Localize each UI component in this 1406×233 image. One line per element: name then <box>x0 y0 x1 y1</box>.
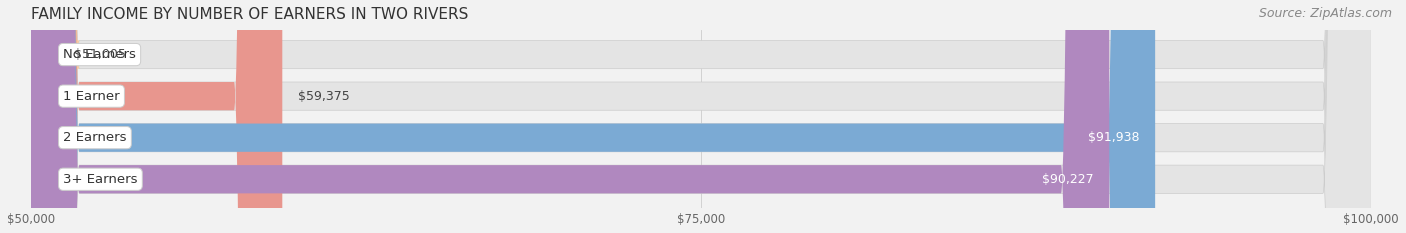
FancyBboxPatch shape <box>31 0 1109 233</box>
Text: 2 Earners: 2 Earners <box>63 131 127 144</box>
FancyBboxPatch shape <box>31 0 1371 233</box>
FancyBboxPatch shape <box>31 0 1156 233</box>
FancyBboxPatch shape <box>10 0 79 233</box>
Text: No Earners: No Earners <box>63 48 136 61</box>
Text: $59,375: $59,375 <box>298 90 350 103</box>
Text: FAMILY INCOME BY NUMBER OF EARNERS IN TWO RIVERS: FAMILY INCOME BY NUMBER OF EARNERS IN TW… <box>31 7 468 22</box>
Text: $90,227: $90,227 <box>1042 173 1094 186</box>
FancyBboxPatch shape <box>31 0 283 233</box>
FancyBboxPatch shape <box>31 0 1371 233</box>
Text: $91,938: $91,938 <box>1088 131 1139 144</box>
Text: 3+ Earners: 3+ Earners <box>63 173 138 186</box>
Text: 1 Earner: 1 Earner <box>63 90 120 103</box>
Text: Source: ZipAtlas.com: Source: ZipAtlas.com <box>1258 7 1392 20</box>
Text: $51,005: $51,005 <box>75 48 127 61</box>
FancyBboxPatch shape <box>31 0 1371 233</box>
FancyBboxPatch shape <box>31 0 1371 233</box>
